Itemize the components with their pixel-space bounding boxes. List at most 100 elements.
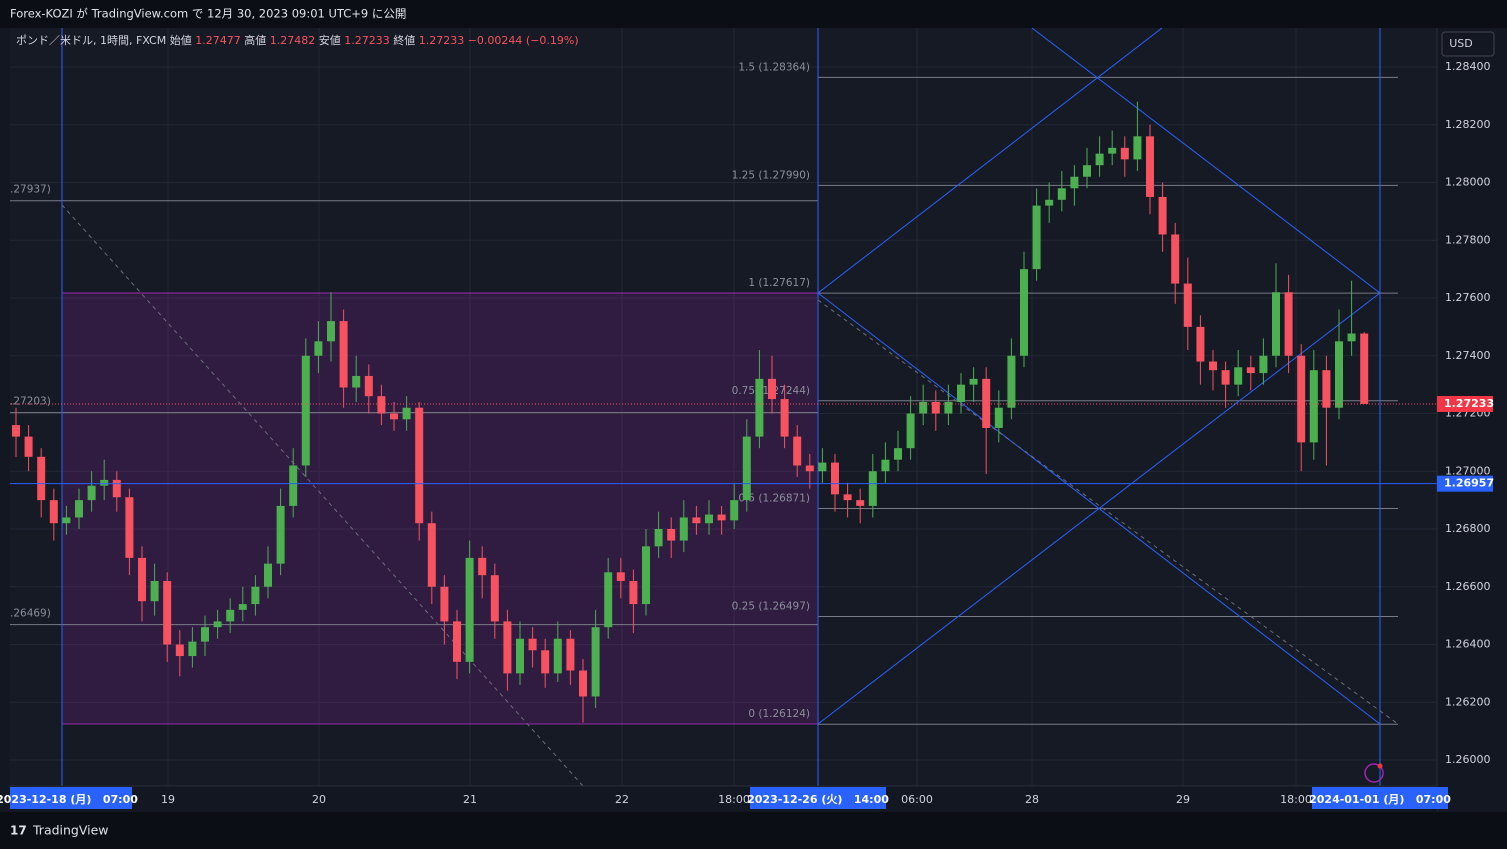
legend-item: −0.00244 (−0.19%) — [468, 34, 579, 47]
candle-body — [276, 505, 285, 564]
legend-item: 安値 — [319, 33, 341, 47]
candle-body — [1146, 136, 1154, 197]
x-tick-label: 29 — [1176, 793, 1190, 806]
candle-body — [805, 465, 814, 472]
price-box — [1437, 475, 1493, 492]
alert-dot — [1377, 763, 1383, 769]
candle-body — [1183, 283, 1192, 327]
price-label: 1.26957 — [1444, 477, 1494, 490]
candle-body — [24, 436, 33, 457]
time-axis — [0, 786, 1437, 812]
y-tick-label: 1.26200 — [1445, 695, 1491, 708]
candle-body — [768, 378, 776, 400]
y-tick-label: 1.26000 — [1445, 753, 1491, 766]
candle-body — [906, 413, 915, 449]
alert-icon[interactable] — [1364, 763, 1384, 783]
y-tick-label: 1.27800 — [1445, 233, 1491, 246]
candle-body — [377, 396, 386, 414]
candle-body — [1297, 355, 1306, 443]
y-tick-label: 1.28000 — [1445, 176, 1491, 189]
time-highlight — [10, 787, 132, 809]
candle-body — [390, 413, 398, 420]
candle-body — [1322, 370, 1331, 408]
candle-body — [1360, 333, 1369, 404]
candle-body — [793, 436, 802, 466]
y-tick-label: 1.28200 — [1445, 118, 1491, 131]
drawings — [61, 27, 1381, 786]
x-tick-label: 2023-12-26 (火) 14:00 — [747, 793, 889, 806]
currency-button[interactable] — [1441, 31, 1495, 57]
trend-line — [1031, 27, 1381, 294]
candle-body — [1120, 147, 1129, 160]
logo-mark: 𝟭𝟳 — [10, 824, 27, 838]
candle-body — [667, 529, 676, 541]
candle-body — [1045, 199, 1054, 206]
x-tick-label: 2023-12-18 (月) 07:00 — [0, 793, 138, 806]
candle-body — [881, 459, 890, 472]
top-bar — [0, 0, 1507, 28]
candle-body — [1284, 292, 1293, 356]
candle-body — [264, 563, 272, 587]
candle-body — [112, 479, 121, 498]
candle-body — [87, 485, 96, 501]
y-tick-label: 1.26800 — [1445, 522, 1491, 535]
candle-body — [163, 580, 172, 645]
candle-body — [1347, 333, 1356, 342]
fib-zone — [61, 292, 819, 725]
candle-body — [843, 494, 852, 501]
candle-body — [1309, 370, 1318, 443]
time-highlight — [750, 787, 886, 809]
candle-body — [37, 456, 46, 501]
candle-body — [919, 401, 928, 414]
candle-body — [301, 355, 310, 466]
candle-body — [364, 375, 373, 397]
footer-bar — [0, 812, 1507, 849]
candle-body — [831, 462, 839, 495]
candle-body — [1095, 153, 1104, 166]
time-highlight — [1312, 787, 1448, 809]
candle-body — [994, 407, 1003, 428]
legend-item: 1.27233 — [419, 34, 465, 47]
legend-item: ポンド／米ドル, 1時間, FXCM — [16, 34, 166, 47]
candle-body — [591, 627, 600, 697]
candle-body — [856, 500, 865, 506]
x-tick-label: 22 — [615, 793, 629, 806]
x-tick-label: 2024-01-01 (月) 07:00 — [1309, 793, 1451, 806]
candle-body — [1020, 269, 1028, 356]
footer-brand: TradingView — [32, 823, 109, 838]
trend-line — [817, 292, 1381, 725]
price-box — [1437, 395, 1493, 412]
candle-body — [1196, 326, 1205, 362]
candle-body — [1171, 234, 1180, 284]
y-tick-label: 1.27400 — [1445, 349, 1491, 362]
candle-body — [478, 557, 487, 576]
candle-body — [982, 378, 991, 428]
candle-body — [175, 644, 184, 657]
candle-body — [868, 471, 877, 506]
x-tick-label: 06:00 — [901, 793, 933, 806]
candle-body — [289, 465, 298, 506]
x-tick-label: 28 — [1025, 793, 1039, 806]
candle-body — [969, 378, 978, 385]
candle-body — [188, 641, 197, 657]
candle-body — [100, 479, 109, 486]
legend-item: 1.27477 — [195, 34, 241, 47]
candle-body — [692, 517, 701, 524]
candle-body — [730, 500, 739, 521]
candle-body — [1108, 147, 1117, 154]
candle-body — [931, 401, 940, 414]
fib-label: .26469) — [10, 608, 51, 620]
x-tick-label: 18:00 — [1280, 793, 1312, 806]
fib-label: 0.5 (1.26871) — [738, 492, 810, 504]
y-tick-label: 1.27600 — [1445, 291, 1491, 304]
candle-body — [352, 375, 361, 388]
currency[interactable]: USD — [1449, 37, 1473, 50]
candle-body — [1246, 367, 1255, 374]
fib-label: 0.25 (1.26497) — [732, 600, 810, 612]
candle-body — [238, 604, 247, 610]
fib-label: .27203) — [10, 396, 51, 408]
candle-body — [402, 407, 411, 420]
candle-body — [654, 529, 663, 547]
candle-body — [742, 436, 751, 501]
